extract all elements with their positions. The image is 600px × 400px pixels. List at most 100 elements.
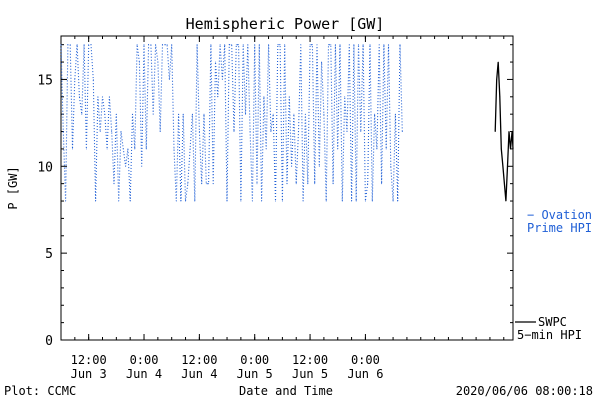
data-point: [210, 44, 212, 46]
data-point: [401, 131, 403, 132]
data-point: [330, 44, 332, 46]
data-point: [300, 44, 302, 46]
plot-frame: [60, 35, 514, 341]
data-point: [231, 44, 233, 46]
data-point: [148, 44, 150, 46]
data-point: [316, 44, 318, 46]
data-point: [143, 44, 145, 46]
data-point: [272, 113, 274, 115]
data-point: [201, 183, 203, 185]
footer-timestamp: 2020/06/06 08:00:18: [456, 384, 593, 398]
data-point: [288, 96, 290, 98]
data-point: [337, 148, 339, 150]
data-point: [208, 183, 210, 185]
x-tick-label: 0:00: [240, 353, 269, 367]
x-tick-label: 12:00: [181, 353, 217, 367]
x-tick-date-label: Jun 5: [237, 367, 273, 381]
data-point: [60, 44, 62, 46]
legend-swpc-label: SWPC: [538, 315, 567, 329]
data-point: [212, 183, 214, 185]
data-point: [344, 96, 346, 98]
data-point: [392, 200, 394, 202]
data-point: [108, 96, 110, 98]
data-point: [175, 200, 177, 202]
data-point: [221, 78, 223, 80]
data-point: [494, 131, 496, 132]
data-point: [358, 44, 359, 46]
x-tick-date-label: Jun 4: [181, 367, 217, 381]
data-point: [247, 44, 249, 46]
data-point: [76, 44, 78, 46]
data-point: [323, 113, 325, 115]
data-point: [111, 131, 113, 132]
data-point: [256, 183, 258, 185]
data-point: [286, 183, 288, 185]
data-point: [159, 131, 161, 132]
data-point: [339, 44, 341, 46]
data-point: [258, 44, 260, 46]
data-point: [88, 44, 90, 46]
data-point: [219, 44, 221, 46]
data-point: [367, 183, 369, 185]
data-point: [507, 165, 508, 167]
data-point: [497, 61, 499, 63]
data-point: [314, 183, 316, 185]
data-point: [152, 113, 154, 115]
data-point: [307, 183, 309, 185]
data-point: [360, 131, 362, 132]
data-point: [341, 200, 343, 202]
data-point: [81, 113, 83, 115]
data-point: [205, 183, 207, 185]
data-point: [254, 44, 256, 46]
data-point: [180, 200, 182, 202]
footer-plot-source: Plot: CCMC: [4, 384, 76, 398]
x-tick-label: 12:00: [71, 353, 107, 367]
data-point: [122, 148, 124, 150]
data-point: [132, 113, 133, 115]
data-point: [129, 200, 131, 202]
data-point: [503, 183, 505, 185]
x-tick-label: 12:00: [292, 353, 328, 367]
data-point: [99, 131, 101, 132]
data-point: [69, 44, 71, 46]
data-point: [90, 44, 92, 46]
data-point: [157, 61, 159, 63]
data-point: [512, 148, 514, 150]
data-point: [399, 44, 401, 46]
data-point: [162, 44, 163, 46]
data-point: [302, 200, 304, 202]
data-point: [374, 113, 376, 115]
data-point: [78, 96, 80, 98]
data-point: [261, 200, 263, 202]
data-point: [270, 131, 272, 132]
data-point: [136, 44, 138, 46]
data-point: [72, 148, 73, 150]
data-point: [62, 131, 64, 132]
data-point: [127, 148, 129, 150]
data-point: [196, 44, 198, 46]
data-point: [371, 200, 373, 202]
data-point: [233, 131, 235, 132]
data-point: [369, 44, 371, 46]
data-point: [215, 61, 216, 63]
data-point: [203, 113, 205, 115]
data-point: [187, 183, 189, 185]
data-point: [277, 44, 279, 46]
data-point: [182, 113, 184, 115]
data-point: [226, 200, 228, 202]
data-point: [346, 131, 348, 132]
data-point: [334, 44, 336, 46]
data-point: [500, 148, 502, 150]
data-point: [364, 200, 366, 202]
data-point: [150, 44, 152, 46]
data-point: [228, 44, 230, 46]
data-point: [125, 165, 127, 167]
data-point: [309, 44, 311, 46]
y-tick-label: 5: [45, 247, 53, 262]
x-tick-date-label: Jun 4: [126, 367, 162, 381]
x-tick-date-label: Jun 6: [347, 367, 383, 381]
data-point: [321, 61, 323, 63]
data-point: [67, 44, 69, 46]
y-tick-label: 15: [37, 73, 53, 88]
